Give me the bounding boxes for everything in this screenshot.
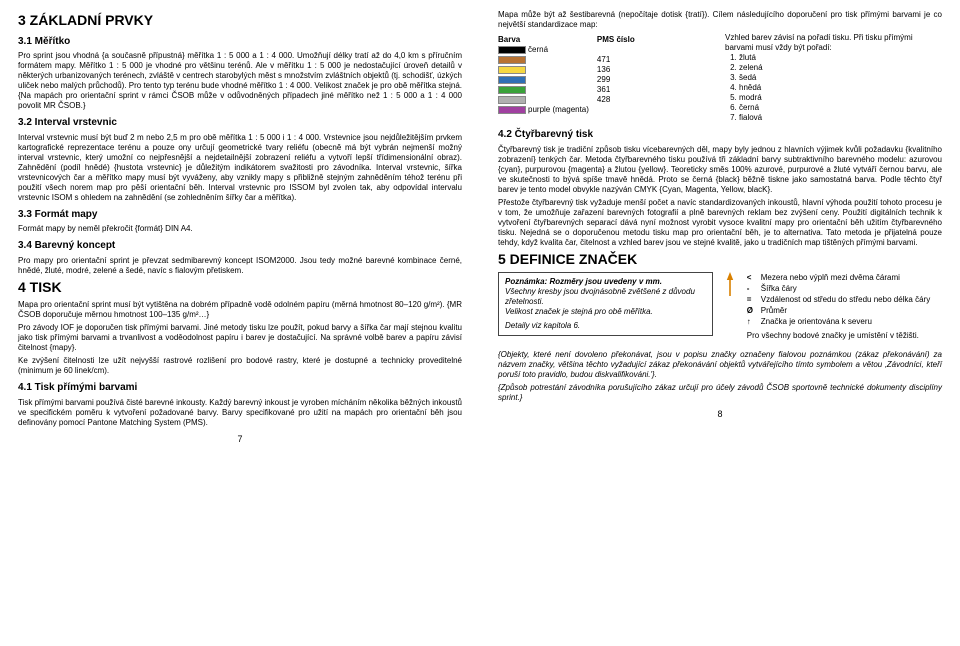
legend-symbol: =	[747, 295, 761, 305]
legend-row: ↑Značka je orientována k severu	[747, 317, 942, 327]
page-right: Mapa může být až šestibarevná (nepočítaj…	[480, 0, 960, 646]
p-points: Pro všechny bodové značky je umístění v …	[747, 331, 942, 341]
legend: <Mezera nebo výplň mezi dvěma čárami-Šíř…	[747, 272, 942, 344]
pms-number: 361	[597, 85, 643, 95]
colour-swatch	[498, 106, 526, 114]
p-contours: Interval vrstevnic musí být buď 2 m nebo…	[18, 133, 462, 203]
h2-spot: 4.1 Tisk přímými barvami	[18, 382, 462, 395]
pms-number: 428	[597, 95, 643, 105]
order-item: šedá	[739, 73, 942, 83]
pms-row: 428	[498, 95, 643, 105]
colour-swatch	[498, 76, 526, 84]
legend-symbol: ↑	[747, 317, 761, 327]
pms-table: Barva PMS číslo černá 471136299361428 purp…	[498, 35, 643, 115]
pms-row: 299	[498, 75, 643, 85]
legend-text: Šířka čáry	[761, 284, 942, 294]
p-cmyk2: Přestože čtyřbarevný tisk vyžaduje menší…	[498, 198, 942, 248]
legend-text: Mezera nebo výplň mezi dvěma čárami	[761, 273, 942, 283]
colour-label: černá	[528, 45, 548, 54]
pms-row: 361	[498, 85, 643, 95]
legend-text: Značka je orientována k severu	[761, 317, 942, 327]
colour-swatch	[498, 56, 526, 64]
colour-swatch	[498, 66, 526, 74]
legend-symbol: -	[747, 284, 761, 294]
p-spot: Tisk přímými barvami používá čisté barev…	[18, 398, 462, 428]
legend-text: Vzdálenost od středu do středu nebo délk…	[761, 295, 942, 305]
colour-swatch	[498, 96, 526, 104]
order-item: modrá	[739, 93, 942, 103]
p-print1: Mapa pro orientační sprint musí být vyti…	[18, 300, 462, 320]
h2-contours: 3.2 Interval vrstevnic	[18, 117, 462, 130]
legend-symbol: Ø	[747, 306, 761, 316]
h2-cmyk: 4.2 Čtyřbarevný tisk	[498, 129, 942, 142]
p-format: Formát mapy by neměl překročit {formát} …	[18, 224, 462, 234]
pms-row: 136	[498, 65, 643, 75]
note-title: Poznámka: Rozměry jsou uvedeny v mm.	[505, 277, 662, 286]
p-print2: Pro závody IOF je doporučen tisk přímými…	[18, 323, 462, 353]
pms-row: purple (magenta)	[498, 105, 643, 115]
pms-number: 136	[597, 65, 643, 75]
h1-symbols: 5 DEFINICE ZNAČEK	[498, 251, 942, 269]
note-line1: Všechny kresby jsou dvojnásobně zvětšené…	[505, 287, 706, 307]
h2-scale: 3.1 Měřítko	[18, 36, 462, 49]
order-item: hnědá	[739, 83, 942, 93]
p-print3: Ke zvýšení čitelnosti lze užít nejvyšší …	[18, 356, 462, 376]
legend-text: Průměr	[761, 306, 942, 316]
order-item: fialová	[739, 113, 942, 123]
p-intro: Mapa může být až šestibarevná (nepočítaj…	[498, 10, 942, 30]
pms-number	[597, 105, 643, 115]
colour-swatch	[498, 86, 526, 94]
note-box: Poznámka: Rozměry jsou uvedeny v mm. Vše…	[498, 272, 713, 336]
pms-number	[597, 45, 643, 55]
col-head-barva: Barva	[498, 35, 520, 44]
pms-row: 471	[498, 55, 643, 65]
appearance-text: Vzhled barev závisí na pořadí tisku. Při…	[725, 33, 942, 53]
h1-print: 4 TISK	[18, 279, 462, 297]
p-objects2: {Způsob potrestání závodníka porušujícíh…	[498, 383, 942, 403]
page-number-left: 7	[18, 434, 462, 445]
page-left: 3 ZÁKLADNÍ PRVKY 3.1 Měřítko Pro sprint …	[0, 0, 480, 646]
note-line3: Detaily viz kapitola 6.	[505, 321, 706, 331]
pms-number: 471	[597, 55, 643, 65]
colour-order-list: žlutázelenášedáhnědámodráčernáfialová	[725, 53, 942, 123]
order-item: černá	[739, 103, 942, 113]
colour-swatch	[498, 46, 526, 54]
col-head-pms: PMS číslo	[597, 35, 635, 44]
pms-number: 299	[597, 75, 643, 85]
legend-symbol: <	[747, 273, 761, 283]
order-item: zelená	[739, 63, 942, 73]
p-cmyk1: Čtyřbarevný tisk je tradiční způsob tisk…	[498, 145, 942, 195]
colour-label: purple (magenta)	[528, 105, 589, 114]
note-line2: Velikost značek je stejná pro obě měřítk…	[505, 307, 706, 317]
pms-row: černá	[498, 45, 643, 55]
p-colour: Pro mapy pro orientační sprint je převza…	[18, 256, 462, 276]
legend-row: ØPrůměr	[747, 306, 942, 316]
p-objects1: {Objekty, které není dovoleno překonávat…	[498, 350, 942, 380]
legend-row: <Mezera nebo výplň mezi dvěma čárami	[747, 273, 942, 283]
legend-row: -Šířka čáry	[747, 284, 942, 294]
page-number-right: 8	[498, 409, 942, 420]
p-scale: Pro sprint jsou vhodná {a současně přípu…	[18, 51, 462, 111]
h2-format: 3.3 Formát mapy	[18, 209, 462, 222]
h1-basics: 3 ZÁKLADNÍ PRVKY	[18, 12, 462, 30]
legend-row: =Vzdálenost od středu do středu nebo dél…	[747, 295, 942, 305]
north-arrow-icon	[725, 272, 735, 296]
order-item: žlutá	[739, 53, 942, 63]
h2-colour: 3.4 Barevný koncept	[18, 240, 462, 253]
